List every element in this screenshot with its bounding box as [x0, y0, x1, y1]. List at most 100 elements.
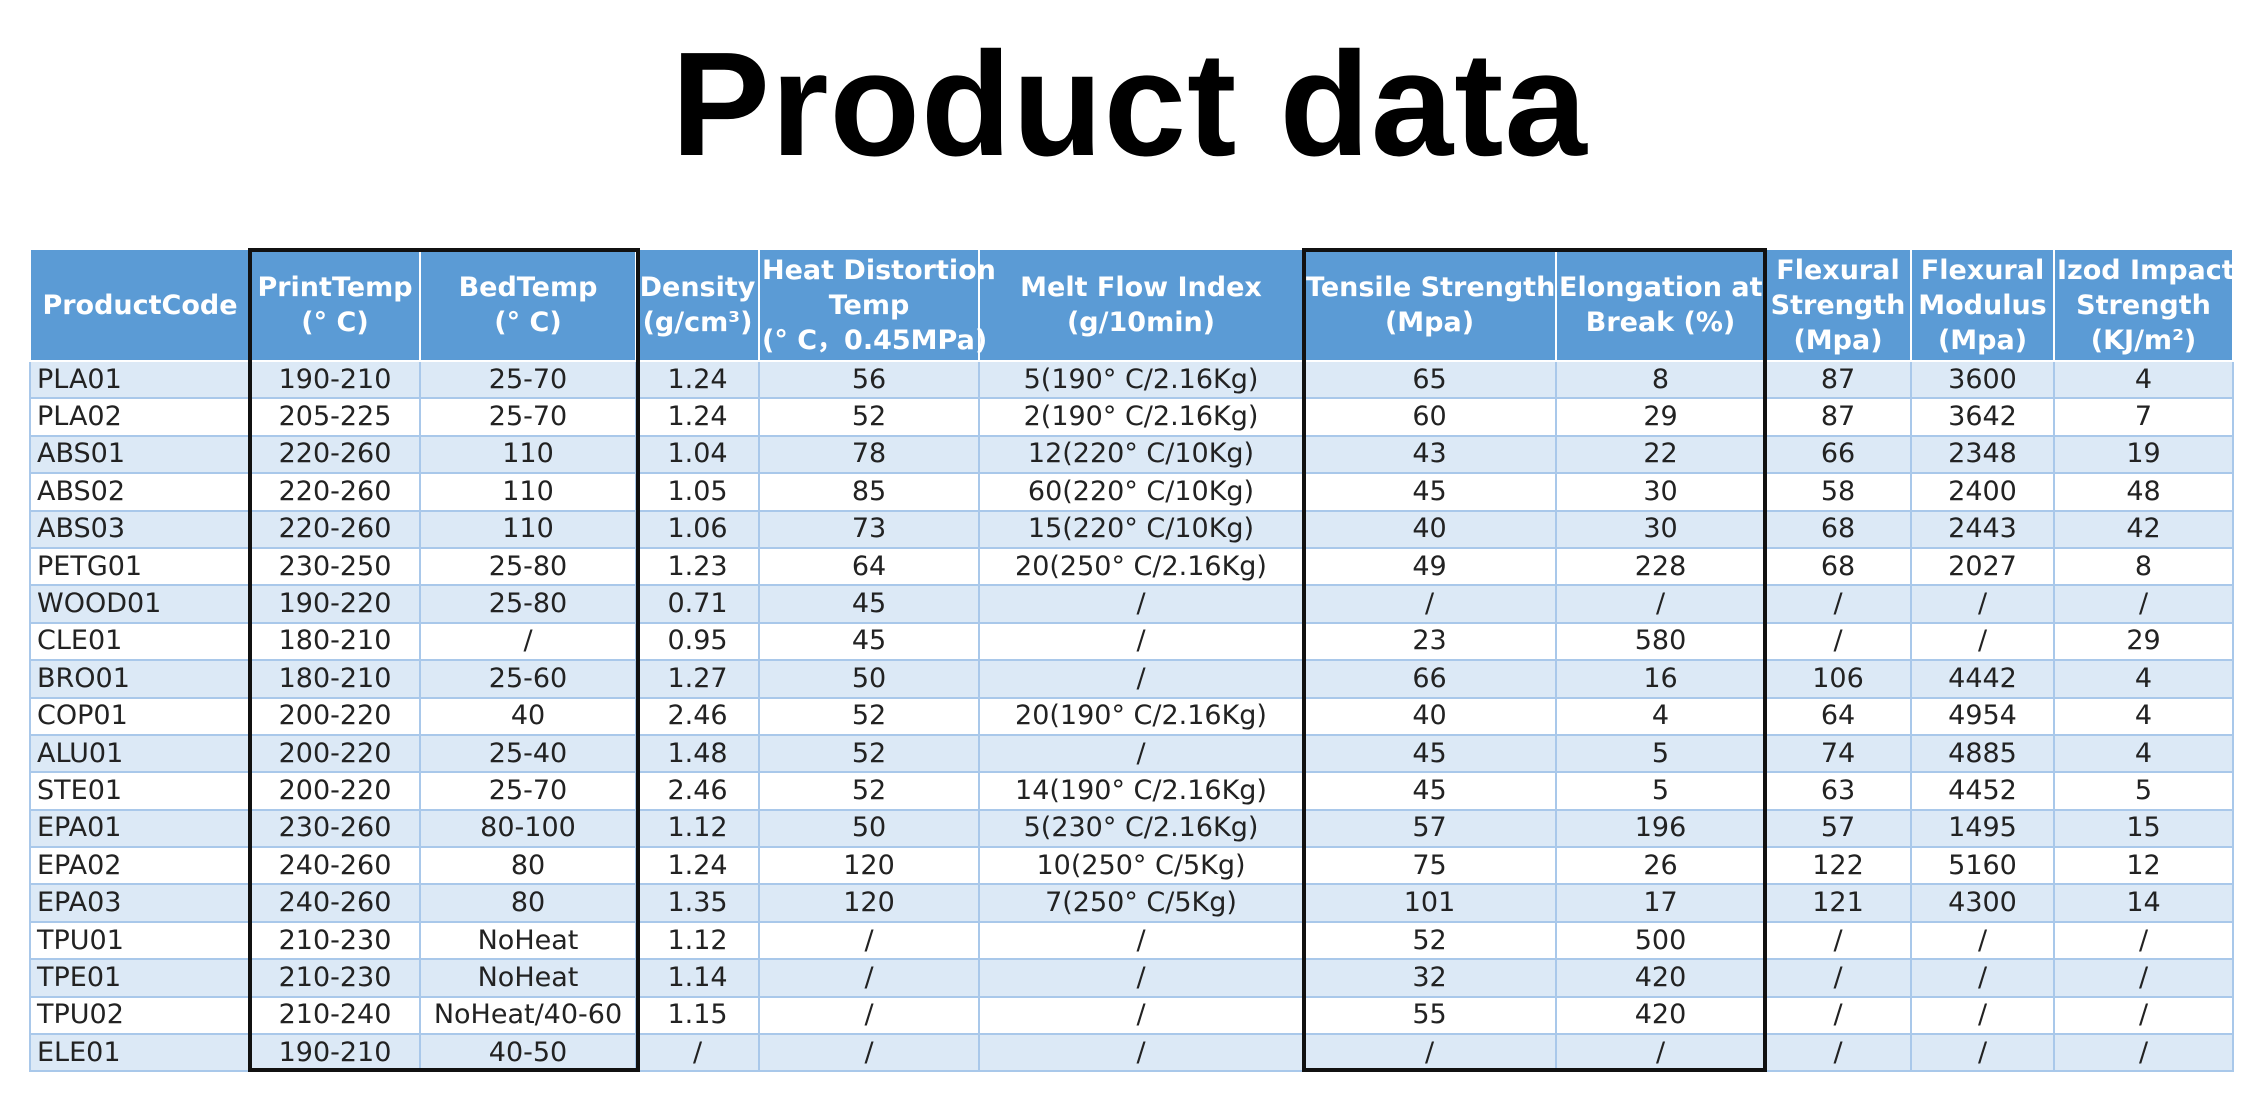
cell-hdt: 50 — [758, 659, 980, 699]
cell-flex_modulus: / — [1910, 995, 2055, 1036]
cell-elongation: 26 — [1555, 846, 1766, 886]
cell-elongation: 580 — [1555, 621, 1766, 662]
cell-print_temp: 180-210 — [249, 621, 421, 662]
cell-mfi: 60(220° C/10Kg) — [978, 472, 1304, 512]
cell-print_temp: 200-220 — [249, 771, 421, 811]
cell-izod: 4 — [2053, 733, 2234, 774]
cell-mfi: 2(190° C/2.16Kg) — [978, 397, 1304, 437]
cell-print_temp: 210-230 — [249, 920, 421, 961]
table-row: ABS02 220-260 110 1.05 85 60(220° C/10Kg) 45 30… — [29, 472, 2234, 512]
cell-density: 1.05 — [635, 472, 760, 512]
cell-flex_strength: / — [1764, 920, 1912, 961]
cell-elongation: 4 — [1555, 696, 1766, 736]
table-row: TPU01 210-230 NoHeat 1.12//52 500// / — [29, 920, 2234, 961]
cell-mfi: / — [978, 584, 1304, 624]
cell-flex_strength: 87 — [1764, 359, 1912, 400]
cell-tensile: 65 — [1302, 359, 1557, 400]
cell-elongation: 420 — [1555, 995, 1766, 1036]
cell-flex_strength: / — [1764, 584, 1912, 624]
cell-bed_temp: / — [419, 621, 637, 662]
cell-bed_temp: 25-70 — [419, 771, 637, 811]
cell-code: ABS01 — [29, 434, 251, 475]
cell-bed_temp: NoHeat — [419, 958, 637, 998]
cell-mfi: / — [978, 958, 1304, 998]
header-line: (g/cm³) — [642, 307, 753, 338]
cell-tensile: 45 — [1302, 771, 1557, 811]
cell-code: WOOD01 — [29, 584, 251, 624]
cell-print_temp: 200-220 — [249, 696, 421, 736]
cell-code: EPA03 — [29, 883, 251, 923]
cell-elongation: 16 — [1555, 659, 1766, 699]
cell-print_temp: 190-210 — [249, 1033, 421, 1073]
cell-mfi: 10(250° C/5Kg) — [978, 846, 1304, 886]
header-line: (KJ/m²) — [2090, 324, 2197, 356]
header-print_temp: PrintTemp (° C) — [249, 248, 421, 362]
cell-density: 1.27 — [635, 659, 760, 699]
table-row: ABS03 220-260 110 1.06 73 15(220° C/10Kg) 40 30… — [29, 509, 2234, 549]
cell-print_temp: 220-260 — [249, 434, 421, 475]
cell-print_temp: 220-260 — [249, 509, 421, 549]
cell-flex_strength: / — [1764, 1033, 1912, 1073]
header-line: Flexural — [1920, 254, 2045, 286]
cell-tensile: 49 — [1302, 546, 1557, 587]
cell-tensile: / — [1302, 1033, 1557, 1073]
cell-tensile: 101 — [1302, 883, 1557, 923]
cell-mfi: / — [978, 920, 1304, 961]
cell-bed_temp: 25-70 — [419, 359, 637, 400]
cell-izod: 4 — [2053, 359, 2234, 400]
table-row: TPU02 210-240 NoHeat/40-60 1.15//55 420// / — [29, 995, 2234, 1036]
cell-elongation: 17 — [1555, 883, 1766, 923]
table-row: STE01 200-220 25-70 2.46 52 14(190° C/2.16Kg)… — [29, 771, 2234, 811]
cell-code: ELE01 — [29, 1033, 251, 1073]
cell-hdt: 85 — [758, 472, 980, 512]
cell-density: 1.48 — [635, 733, 760, 774]
cell-izod: / — [2053, 995, 2234, 1036]
cell-mfi: / — [978, 621, 1304, 662]
header-line: (° C) — [494, 307, 562, 338]
cell-flex_strength: 58 — [1764, 472, 1912, 512]
cell-print_temp: 220-260 — [249, 472, 421, 512]
cell-elongation: 5 — [1555, 733, 1766, 774]
cell-tensile: 66 — [1302, 659, 1557, 699]
table-row: PLA02 205-225 25-70 1.24 52 2(190° C/2.16Kg) 6… — [29, 397, 2234, 437]
cell-flex_modulus: 3642 — [1910, 397, 2055, 437]
cell-flex_modulus: 4300 — [1910, 883, 2055, 923]
page-title: Product data — [671, 22, 1588, 187]
cell-elongation: / — [1555, 1033, 1766, 1073]
cell-print_temp: 230-260 — [249, 808, 421, 849]
cell-hdt: 56 — [758, 359, 980, 400]
cell-flex_strength: / — [1764, 995, 1912, 1036]
cell-flex_modulus: 2027 — [1910, 546, 2055, 587]
cell-hdt: 78 — [758, 434, 980, 475]
cell-tensile: 55 — [1302, 995, 1557, 1036]
header-line: Tensile Strength — [1306, 272, 1556, 303]
cell-tensile: 40 — [1302, 509, 1557, 549]
cell-flex_strength: 121 — [1764, 883, 1912, 923]
cell-elongation: 30 — [1555, 509, 1766, 549]
cell-print_temp: 240-260 — [249, 883, 421, 923]
cell-mfi: 20(250° C/2.16Kg) — [978, 546, 1304, 587]
table-row: TPE01 210-230 NoHeat 1.14//32 420// / — [29, 958, 2234, 998]
cell-code: STE01 — [29, 771, 251, 811]
header-line: Modulus — [1918, 289, 2047, 321]
cell-density: 2.46 — [635, 696, 760, 736]
cell-tensile: 45 — [1302, 733, 1557, 774]
header-line: Strength — [2076, 289, 2211, 321]
header-line: Flexural — [1776, 254, 1900, 286]
cell-tensile: 45 — [1302, 472, 1557, 512]
cell-density: 1.35 — [635, 883, 760, 923]
cell-flex_strength: 57 — [1764, 808, 1912, 849]
cell-density: 1.24 — [635, 397, 760, 437]
cell-flex_modulus: / — [1910, 584, 2055, 624]
header-mfi: Melt Flow Index (g/10min) — [978, 248, 1304, 362]
table-row: EPA02 240-260 80 1.24 120 10(250° C/5Kg) 75 26 1… — [29, 846, 2234, 886]
cell-bed_temp: 80-100 — [419, 808, 637, 849]
header-flex_modulus: Flexural Modulus (Mpa) — [1910, 248, 2055, 362]
header-line: Temp — [828, 289, 910, 321]
cell-bed_temp: 80 — [419, 883, 637, 923]
cell-flex_modulus: 4954 — [1910, 696, 2055, 736]
cell-code: TPU02 — [29, 995, 251, 1036]
cell-code: TPU01 — [29, 920, 251, 961]
cell-mfi: 7(250° C/5Kg) — [978, 883, 1304, 923]
cell-print_temp: 210-240 — [249, 995, 421, 1036]
